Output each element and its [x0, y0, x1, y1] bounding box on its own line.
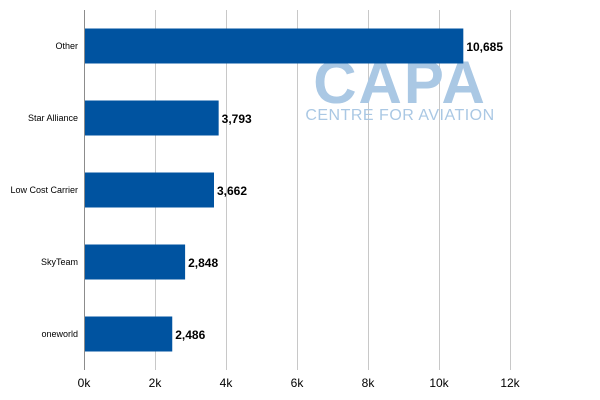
category-label: oneworld — [41, 329, 78, 339]
bar — [85, 316, 173, 352]
x-tick-label: 6k — [291, 376, 305, 390]
gridlines — [155, 10, 511, 370]
data-label: 2,486 — [175, 328, 205, 342]
data-label: 3,662 — [217, 184, 247, 198]
data-label: 3,793 — [222, 112, 252, 126]
bar — [85, 244, 186, 280]
labels: 0k 2k 4k 6k 8k 10k 12k Other 10,685 Star Alliance… — [10, 40, 520, 390]
bar — [85, 100, 219, 136]
bars — [85, 28, 464, 352]
category-label: Other — [55, 41, 78, 51]
category-label: Star Alliance — [28, 113, 78, 123]
watermark-sub-text: CENTRE FOR AVIATION — [305, 107, 494, 124]
bar — [85, 172, 215, 208]
x-tick-label: 10k — [429, 376, 449, 390]
x-tick-label: 8k — [362, 376, 376, 390]
bar — [85, 28, 464, 64]
x-tick-label: 0k — [78, 376, 92, 390]
x-tick-label: 2k — [149, 376, 163, 390]
data-label: 2,848 — [188, 256, 218, 270]
category-label: SkyTeam — [41, 257, 78, 267]
x-tick-label: 4k — [220, 376, 234, 390]
x-tick-label: 12k — [500, 376, 520, 390]
category-label: Low Cost Carrier — [10, 185, 78, 195]
data-label: 10,685 — [466, 40, 503, 54]
